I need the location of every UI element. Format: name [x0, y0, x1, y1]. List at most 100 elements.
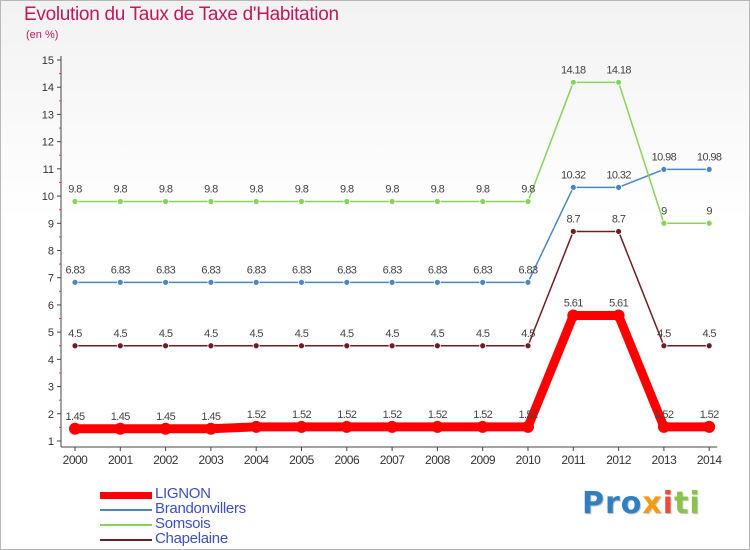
data-point [431, 420, 444, 433]
data-label: 9.8 [68, 184, 82, 196]
legend-swatch [100, 509, 152, 511]
data-label: 1.52 [383, 409, 402, 421]
data-point [295, 420, 308, 433]
data-label: 4.5 [476, 328, 490, 340]
data-label: 1.52 [473, 409, 492, 421]
data-point [343, 198, 351, 205]
data-label: 14.18 [561, 64, 586, 76]
x-tick-label: 2014 [697, 453, 723, 467]
data-point [116, 278, 124, 286]
legend-label: Chapelaine [155, 530, 228, 547]
data-point [298, 342, 305, 350]
data-label: 4.5 [249, 328, 263, 340]
data-label: 10.32 [561, 169, 586, 181]
data-label: 8.7 [612, 213, 626, 225]
data-label: 4.5 [114, 328, 128, 340]
legend-swatch [100, 492, 152, 499]
data-label: 6.83 [247, 264, 266, 276]
data-point [207, 278, 215, 286]
legend-swatch [100, 539, 152, 541]
data-point [114, 422, 127, 435]
data-point [343, 342, 351, 350]
data-point [298, 278, 305, 286]
data-label: 6.83 [65, 264, 84, 276]
data-point [388, 198, 396, 205]
data-point [705, 342, 713, 350]
data-label: 1.52 [518, 409, 537, 421]
data-point [207, 342, 215, 350]
data-label: 5.61 [564, 298, 583, 310]
data-label: 4.5 [385, 328, 399, 340]
data-point [569, 228, 577, 235]
data-point [479, 342, 487, 350]
data-label: 9.8 [340, 184, 354, 196]
data-label: 6.83 [337, 264, 356, 276]
data-point [615, 183, 622, 191]
data-label: 4.5 [340, 328, 354, 340]
x-tick-label: 2005 [289, 453, 315, 467]
y-tick-label: 3 [48, 382, 54, 394]
y-tick-label: 1 [48, 436, 54, 448]
data-point [433, 342, 441, 350]
data-point [660, 342, 668, 350]
data-label: 8.7 [567, 213, 581, 225]
y-tick-label: 2 [48, 409, 54, 421]
x-tick-label: 2008 [425, 453, 451, 467]
data-label: 4.5 [521, 328, 535, 340]
x-tick-label: 2011 [561, 453, 586, 467]
data-point [159, 422, 172, 435]
data-point [116, 342, 124, 350]
data-label: 4.5 [657, 328, 671, 340]
data-point [569, 78, 577, 86]
legend-label: LIGNON [155, 485, 211, 502]
data-point [204, 422, 217, 435]
data-label: 9.8 [295, 184, 309, 196]
x-tick-label: 2012 [606, 453, 632, 467]
y-tick-label: 4 [48, 354, 54, 366]
data-point [69, 422, 81, 435]
data-label: 4.5 [431, 328, 445, 340]
data-label: 1.52 [700, 409, 719, 421]
data-point [388, 342, 396, 350]
data-label: 9.8 [159, 184, 173, 196]
y-tick-label: 11 [43, 164, 54, 176]
data-label: 14.18 [606, 64, 631, 76]
data-point [433, 198, 441, 205]
y-tick-label: 15 [42, 55, 54, 67]
legend-label: Brandonvillers [155, 500, 246, 517]
x-tick-label: 2009 [470, 453, 496, 467]
x-tick-label: 2007 [380, 453, 406, 467]
data-point [343, 278, 351, 286]
data-point [705, 219, 713, 227]
y-tick-label: 13 [42, 109, 54, 121]
data-label: 1.52 [428, 409, 447, 421]
data-point [615, 78, 622, 86]
data-label: 1.45 [111, 411, 130, 423]
data-label: 9.8 [431, 184, 445, 196]
data-label: 9.8 [385, 184, 399, 196]
legend-swatch [100, 524, 152, 526]
data-label: 1.52 [292, 409, 311, 421]
proxiti-logo: Proxiti [582, 486, 701, 521]
data-point [252, 198, 260, 205]
data-point [703, 420, 716, 433]
data-point [479, 278, 487, 286]
y-tick-label: 9 [48, 218, 54, 230]
x-tick-label: 2000 [63, 453, 89, 467]
data-point [524, 278, 532, 286]
data-label: 1.45 [156, 411, 175, 423]
data-label: 9.8 [249, 184, 263, 196]
data-labels: 1.45 1.45 1.45 1.45 1.52 1.52 1.52 1.52 1.52 1.52… [65, 64, 722, 423]
data-label: 10.98 [652, 151, 677, 163]
data-point [386, 420, 399, 433]
y-tick-label: 6 [48, 300, 54, 312]
data-label: 5.61 [609, 298, 628, 310]
data-point [388, 278, 396, 286]
chart-unit: (en %) [26, 29, 59, 41]
data-label: 9.8 [476, 184, 490, 196]
data-point [657, 420, 670, 433]
data-point [705, 166, 713, 173]
data-label: 6.83 [428, 264, 447, 276]
